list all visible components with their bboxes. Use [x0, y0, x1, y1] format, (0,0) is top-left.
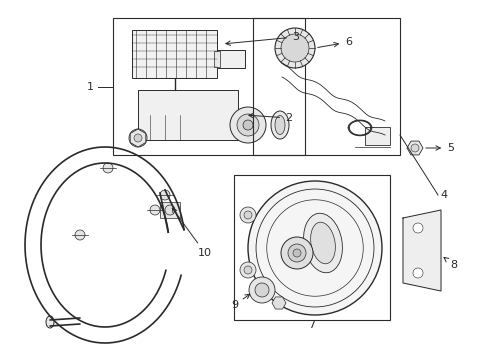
Circle shape: [281, 237, 312, 269]
Circle shape: [244, 266, 251, 274]
Circle shape: [292, 249, 301, 257]
Text: 1: 1: [87, 82, 94, 92]
Circle shape: [281, 34, 308, 62]
Circle shape: [244, 211, 251, 219]
Circle shape: [134, 134, 142, 142]
Bar: [252, 18, 399, 155]
Circle shape: [133, 133, 142, 143]
Circle shape: [160, 190, 170, 200]
Bar: [113, 18, 305, 155]
Text: 10: 10: [172, 208, 212, 258]
Ellipse shape: [270, 111, 288, 139]
Bar: [214, 51, 220, 67]
Ellipse shape: [303, 213, 342, 273]
Bar: [160, 202, 180, 218]
Text: 7: 7: [308, 320, 315, 330]
Polygon shape: [402, 210, 440, 291]
Bar: [132, 30, 217, 78]
Text: 2: 2: [248, 113, 291, 123]
Text: 5: 5: [425, 143, 453, 153]
Bar: [217, 50, 244, 68]
Circle shape: [248, 277, 274, 303]
Circle shape: [247, 181, 381, 315]
Circle shape: [287, 244, 305, 262]
Ellipse shape: [274, 116, 285, 135]
Circle shape: [129, 129, 147, 147]
Circle shape: [254, 283, 268, 297]
Bar: [364, 127, 389, 145]
Circle shape: [103, 163, 113, 173]
Text: 8: 8: [443, 257, 456, 270]
Text: 4: 4: [439, 190, 446, 200]
Text: 9: 9: [230, 294, 249, 310]
Circle shape: [410, 144, 418, 152]
Circle shape: [237, 114, 259, 136]
Circle shape: [412, 223, 422, 233]
Circle shape: [243, 120, 252, 130]
Text: 3: 3: [225, 32, 298, 45]
Circle shape: [274, 28, 314, 68]
Ellipse shape: [46, 316, 54, 328]
Text: 6: 6: [317, 37, 351, 48]
Circle shape: [75, 230, 85, 240]
Circle shape: [240, 207, 256, 223]
Ellipse shape: [310, 222, 335, 264]
Circle shape: [150, 205, 160, 215]
Bar: [138, 90, 238, 140]
Circle shape: [229, 107, 265, 143]
Bar: [234, 175, 389, 320]
Circle shape: [164, 205, 175, 215]
Circle shape: [240, 262, 256, 278]
Circle shape: [412, 268, 422, 278]
